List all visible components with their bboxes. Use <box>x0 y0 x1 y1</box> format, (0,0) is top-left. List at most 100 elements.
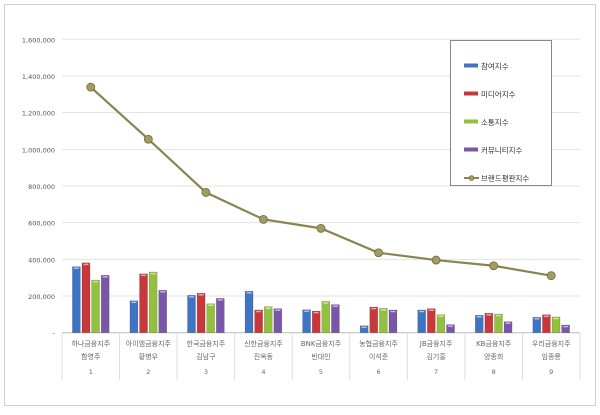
legend-label: 소통지수 <box>481 118 509 127</box>
bar-1 <box>311 310 321 333</box>
category-person-label: 김남구 <box>196 352 216 361</box>
bar-highlight <box>141 274 147 277</box>
bar-highlight <box>332 305 338 307</box>
bar-highlight <box>188 296 194 298</box>
brand-index-point <box>546 271 556 281</box>
bar-highlight <box>131 301 137 304</box>
legend-swatch <box>464 91 478 96</box>
category-person-label: 임종룡 <box>542 353 562 361</box>
category-company-label: JB금융지주 <box>419 339 453 348</box>
bar-highlight <box>160 291 166 293</box>
bar-highlight <box>198 294 204 296</box>
category-person-label: 진옥동 <box>254 352 274 361</box>
bar-highlight <box>380 309 386 311</box>
category-rank-label: 2 <box>146 368 150 376</box>
bar-1 <box>196 293 206 333</box>
bar-highlight <box>217 299 223 301</box>
y-tick-label: 400,000 <box>28 256 55 264</box>
bar-highlight <box>313 311 319 314</box>
category-rank-label: 3 <box>204 368 208 376</box>
bar-2 <box>494 313 503 333</box>
category-company-label: KB금융지주 <box>476 339 512 348</box>
bar-0 <box>532 317 542 333</box>
category-rank-label: 4 <box>261 368 265 376</box>
bar-0 <box>417 309 426 333</box>
category-rank-label: 7 <box>434 368 438 376</box>
category-rank-label: 5 <box>319 368 323 376</box>
bar-highlight <box>534 318 540 320</box>
bar-0 <box>187 295 196 333</box>
bar-3 <box>446 324 455 333</box>
bar-2 <box>379 308 388 333</box>
category-company-label: BNK금융지주 <box>301 339 342 348</box>
legend-marker <box>468 175 475 181</box>
bar-highlight <box>102 276 108 278</box>
y-tick-label: 200,000 <box>28 293 55 301</box>
bar-highlight <box>93 280 99 283</box>
category-company-label: 아이엠금융지주 <box>126 339 172 348</box>
bar-0 <box>72 266 81 333</box>
y-tick-label: 1,200,000 <box>22 110 55 118</box>
bar-0 <box>302 309 311 333</box>
legend-label: 브랜드평판지수 <box>481 173 529 183</box>
brand-index-point <box>259 214 268 224</box>
bar-highlight <box>476 316 482 318</box>
category-person-label: 양종희 <box>484 352 503 361</box>
bar-0 <box>129 300 139 333</box>
bar-3 <box>158 290 167 333</box>
bar-highlight <box>448 325 454 327</box>
category-company-label: 하나금융지주 <box>71 339 110 348</box>
bar-1 <box>427 308 436 333</box>
bar-highlight <box>563 325 569 328</box>
bar-1 <box>254 309 263 333</box>
bar-2 <box>91 279 100 333</box>
bar-2 <box>263 306 273 333</box>
y-tick-label: 1,000,000 <box>22 146 55 154</box>
brand-index-point <box>143 134 153 144</box>
bar-3 <box>388 309 398 333</box>
bar-0 <box>244 291 254 333</box>
bar-2 <box>148 271 158 333</box>
bar-1 <box>139 273 148 333</box>
category-company-label: 우리금융지주 <box>532 339 571 348</box>
bar-highlight <box>543 315 549 318</box>
bar-3 <box>503 321 513 333</box>
category-company-label: 농협금융지주 <box>359 339 398 348</box>
bar-highlight <box>208 304 214 307</box>
bar-highlight <box>265 307 271 309</box>
legend-label: 미디어지수 <box>481 89 516 99</box>
bar-0 <box>359 325 369 333</box>
bar-3 <box>216 298 225 333</box>
category-company-label: 한국금융지주 <box>187 339 226 348</box>
y-tick-label: 600,000 <box>28 220 55 228</box>
bar-highlight <box>361 326 367 329</box>
bar-highlight <box>553 317 559 320</box>
bar-2 <box>551 316 561 333</box>
y-tick-label: 800,000 <box>28 183 55 191</box>
brand-index-point <box>489 261 499 271</box>
bar-2 <box>206 303 215 333</box>
bar-highlight <box>438 315 444 318</box>
bar-3 <box>273 308 283 333</box>
bar-highlight <box>304 310 310 313</box>
legend-swatch <box>464 119 478 124</box>
category-rank-label: 1 <box>89 368 93 376</box>
bar-highlight <box>390 310 396 313</box>
legend-label: 커뮤니티지수 <box>481 146 522 155</box>
bar-1 <box>81 262 91 333</box>
category-person-label: 이석준 <box>369 352 389 361</box>
legend-label: 참여지수 <box>481 61 509 71</box>
category-company-label: 신한금융지주 <box>244 339 283 348</box>
bar-1 <box>484 313 494 333</box>
bar-highlight <box>486 314 492 316</box>
category-person-label: 김기홍 <box>426 352 446 361</box>
bar-highlight <box>495 314 501 317</box>
bar-highlight <box>73 267 79 269</box>
bar-3 <box>561 324 570 333</box>
bar-highlight <box>150 272 156 275</box>
bar-2 <box>436 314 446 333</box>
bar-highlight <box>428 309 434 311</box>
brand-index-point <box>86 82 96 92</box>
brand-index-point <box>374 248 383 258</box>
brand-index-point <box>431 255 441 265</box>
